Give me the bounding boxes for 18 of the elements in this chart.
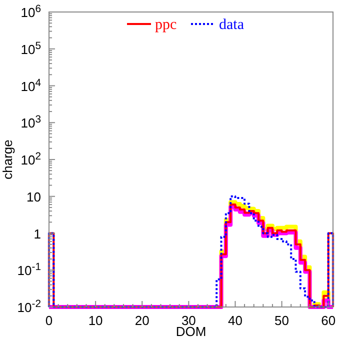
x-tick-label: 60 (321, 313, 336, 328)
y-tick-label: 10$^{-2}$ (17, 298, 42, 315)
x-tick-label: 0 (45, 313, 53, 328)
y-tick-label: 10$^{6}$ (20, 4, 42, 20)
x-tick-label: 10 (88, 313, 103, 328)
y-tick-label: 1 (34, 226, 41, 242)
y-tick-label: 10$^{3}$ (20, 114, 42, 131)
y-tick-label: 10$^{2}$ (20, 151, 42, 168)
x-tick-label: 50 (274, 313, 290, 328)
y-tick-label: 10 (26, 189, 41, 204)
legend-label: ppc (155, 17, 177, 33)
y-tick-label: 10$^{5}$ (20, 40, 42, 57)
x-tick-label: 40 (228, 313, 242, 328)
legend-label: data (219, 17, 244, 33)
y-axis-title: charge (0, 140, 15, 180)
y-tick-label: 10$^{-1}$ (17, 262, 42, 278)
x-tick-label: 20 (134, 313, 150, 328)
y-tick-label: 10$^{4}$ (20, 77, 42, 94)
